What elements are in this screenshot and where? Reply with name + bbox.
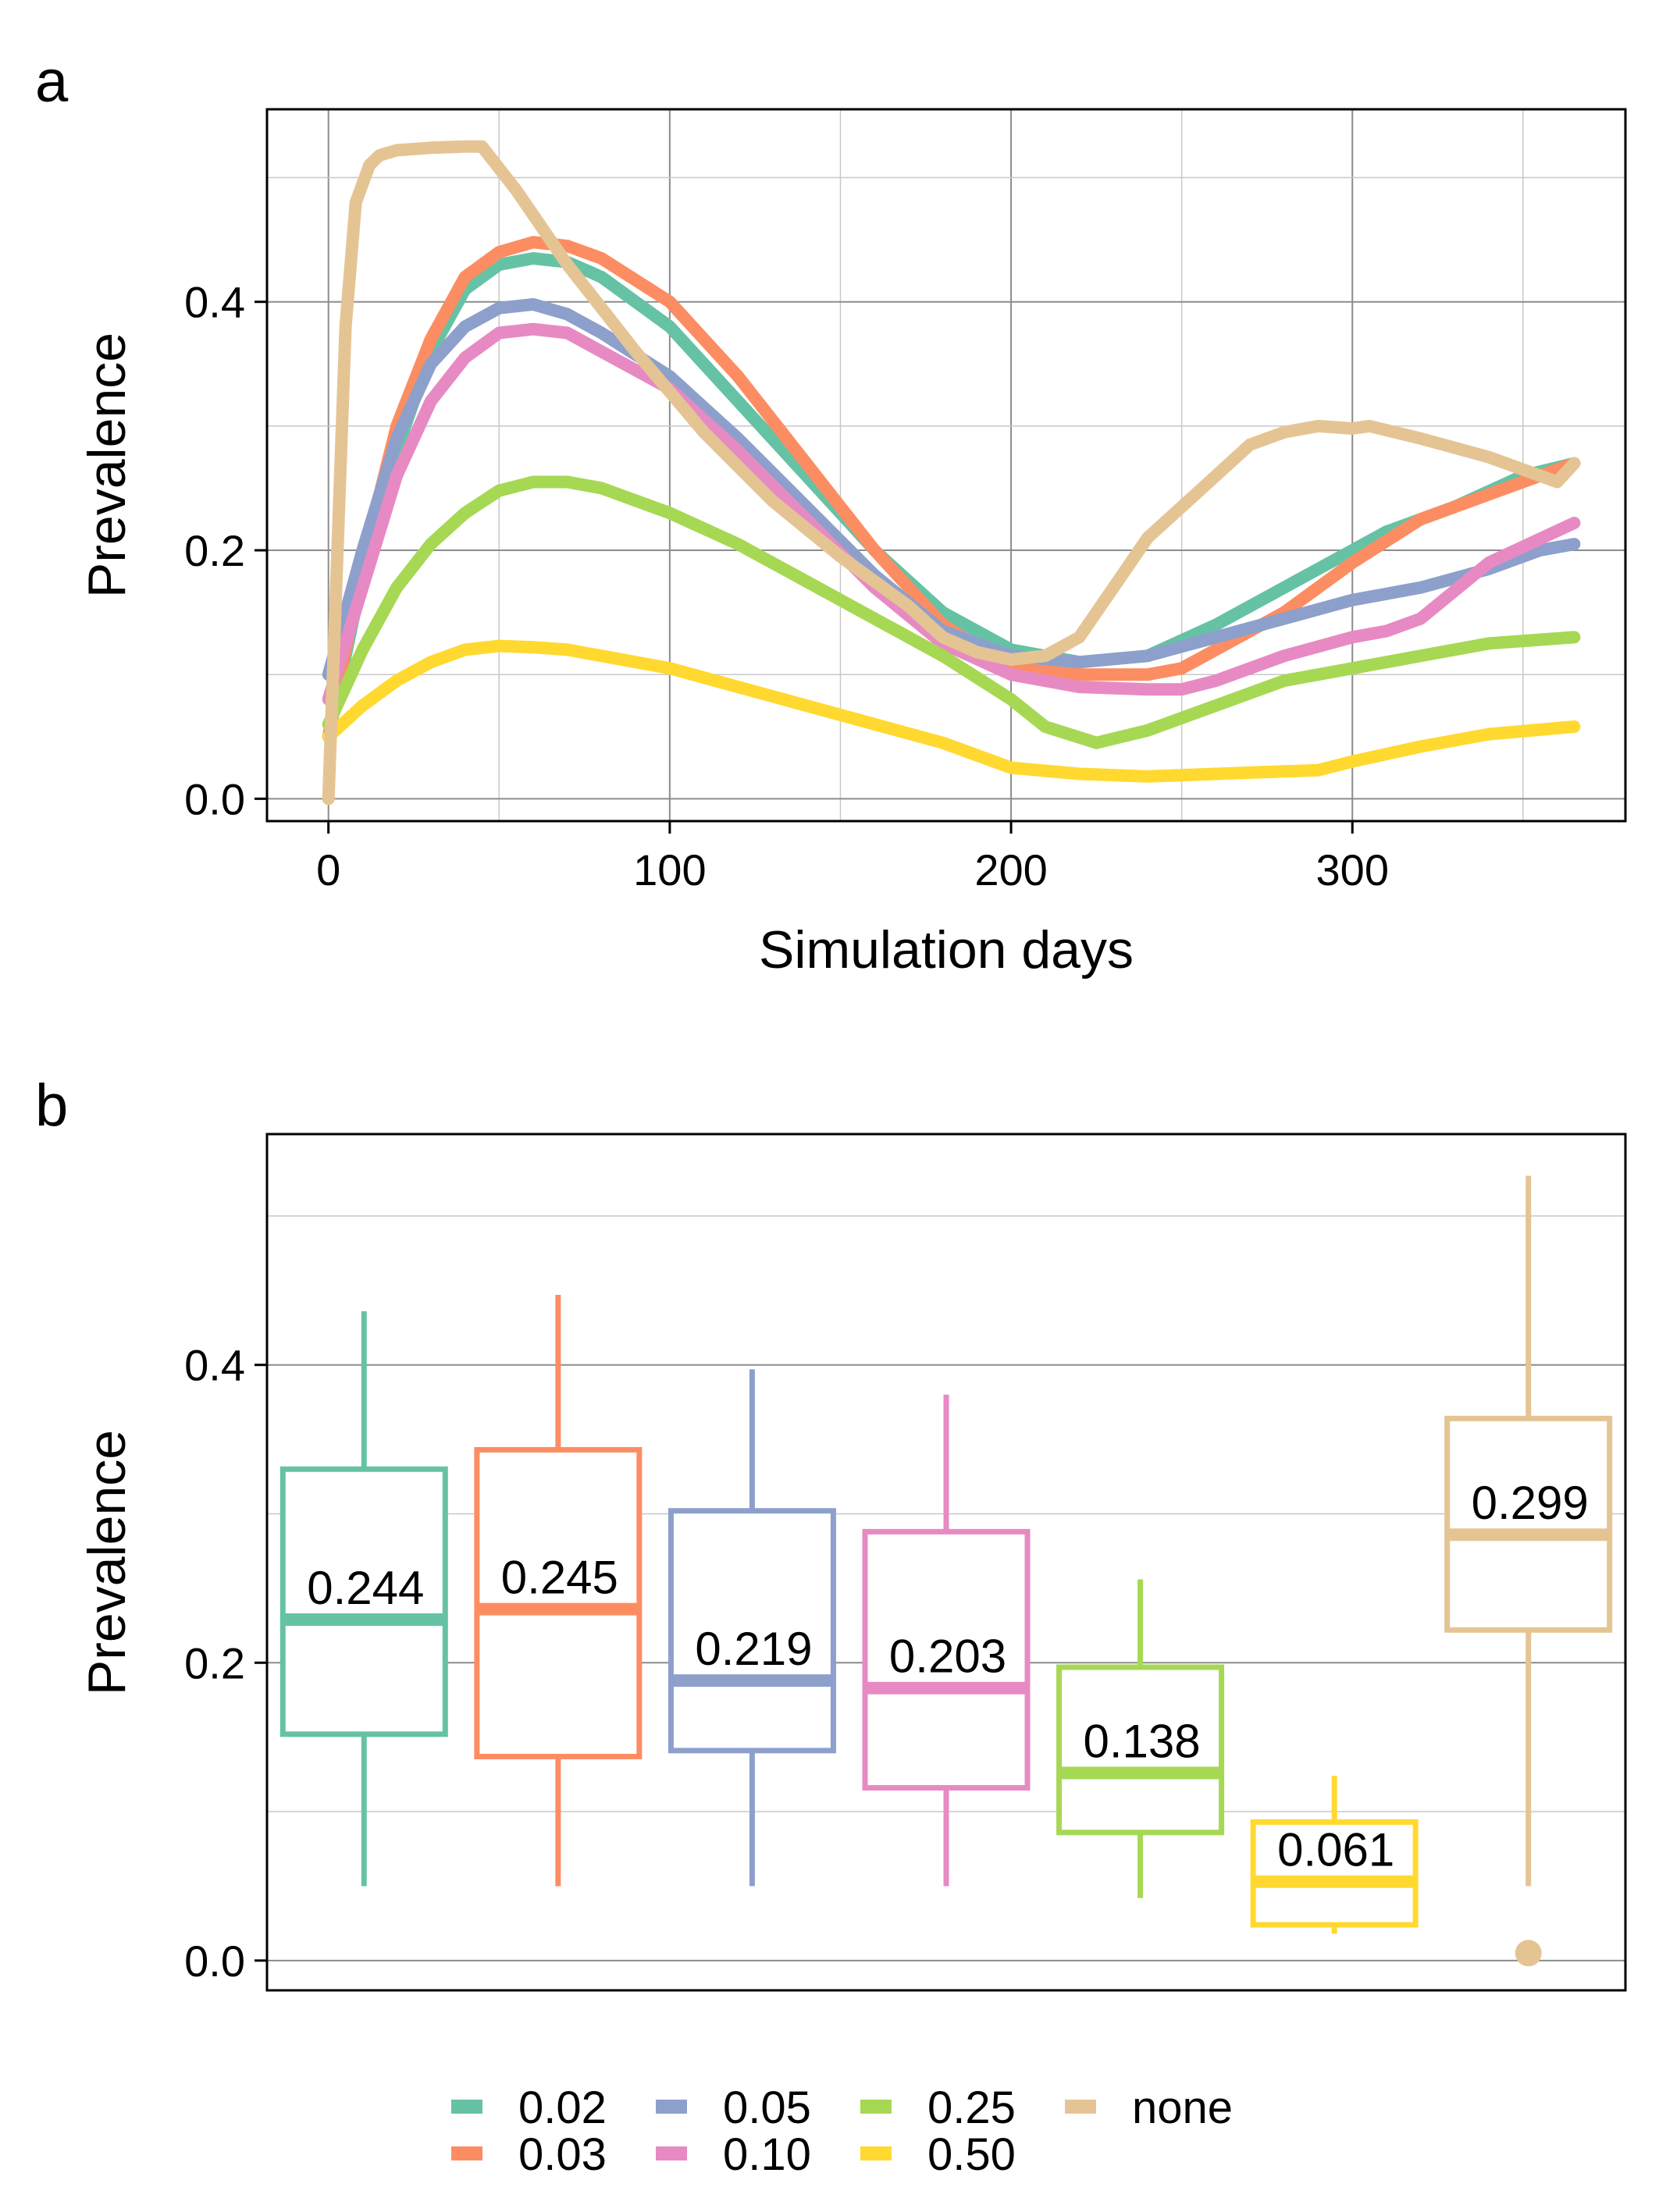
box-iqr [668, 1508, 836, 1754]
x-tick-label: 200 [974, 845, 1047, 894]
legend-label: 0.50 [927, 2129, 1016, 2180]
box-0-25: 0.138 [1056, 1579, 1225, 1898]
box-0-10: 0.203 [862, 1394, 1031, 1887]
mean-label: 0.245 [501, 1552, 618, 1604]
box-0-50: 0.061 [1250, 1776, 1419, 1934]
legend-swatch [656, 2100, 687, 2114]
mean-label: 0.244 [307, 1562, 424, 1614]
x-axis-label: Simulation days [759, 920, 1134, 980]
y-tick-label: 0.2 [184, 1638, 245, 1687]
box-iqr [862, 1528, 1031, 1791]
mean-label: 0.219 [695, 1623, 812, 1675]
legend-item-0-05: 0.05 [656, 2082, 811, 2133]
series-line-0-50 [322, 639, 1581, 783]
box-iqr [1444, 1415, 1613, 1633]
x-tick-label: 0 [316, 845, 340, 894]
series-line-0-03 [322, 236, 1581, 743]
y-tick-label: 0.0 [184, 774, 245, 823]
y-tick-label: 0.2 [184, 526, 245, 575]
y-tick-label: 0.0 [184, 1936, 245, 1986]
box-iqr [279, 1466, 448, 1737]
legend-item-0-50: 0.50 [860, 2129, 1016, 2180]
legend-swatch [860, 2100, 892, 2114]
line-chart-panel: 0 100 200 300 0.0 0.2 0.4 Simulation days Prev… [77, 108, 1627, 980]
panel-label-a: a [35, 48, 69, 115]
grid [267, 109, 1625, 821]
panel-label-b: b [35, 1072, 68, 1139]
mean-label: 0.299 [1472, 1477, 1589, 1529]
y-axis-label: Prevalence [77, 1430, 137, 1695]
plot-frame [265, 1133, 1627, 1992]
series-line-0-05 [322, 297, 1581, 681]
boxes: 0.244 0.245 0.219 0.203 0.138 0.061 0.299 [279, 1175, 1613, 1967]
box-none: 0.299 [1444, 1175, 1613, 1967]
legend-label: 0.05 [723, 2082, 811, 2133]
legend-swatch [656, 2146, 687, 2160]
legend-swatch [1065, 2100, 1096, 2114]
mean-label: 0.061 [1277, 1824, 1394, 1876]
legend-label: 0.02 [518, 2082, 607, 2133]
outlier-point [1515, 1940, 1542, 1967]
box-0-05: 0.219 [668, 1369, 836, 1887]
series-line-none [322, 140, 1581, 805]
mean-label: 0.203 [889, 1631, 1006, 1683]
legend-label: 0.10 [723, 2129, 811, 2180]
x-tick-label: 300 [1316, 845, 1389, 894]
box-0-02: 0.244 [279, 1311, 448, 1887]
y-tick-label: 0.4 [184, 278, 245, 327]
legend-label: 0.25 [927, 2082, 1016, 2133]
legend-label: none [1132, 2082, 1233, 2133]
legend: 0.020.03 0.050.10 0.250.50 none [451, 2082, 1233, 2180]
series-line-0-25 [322, 475, 1581, 749]
box-iqr [1250, 1819, 1419, 1928]
box-iqr [1056, 1664, 1225, 1836]
legend-item-0-02: 0.02 [451, 2082, 607, 2133]
legend-item-none: none [1065, 2082, 1233, 2133]
series-lines [322, 140, 1581, 805]
legend-item-0-10: 0.10 [656, 2129, 811, 2180]
legend-swatch [451, 2146, 482, 2160]
legend-label: 0.03 [518, 2129, 607, 2180]
mean-label: 0.138 [1083, 1715, 1200, 1767]
axis-ticks: 0.0 0.2 0.4 [184, 1341, 267, 1986]
legend-swatch [860, 2146, 892, 2160]
legend-swatch [451, 2100, 482, 2114]
y-axis-label: Prevalence [77, 333, 137, 598]
legend-item-0-25: 0.25 [860, 2082, 1016, 2133]
x-tick-label: 100 [633, 845, 706, 894]
box-0-03: 0.245 [474, 1295, 643, 1887]
y-tick-label: 0.4 [184, 1341, 245, 1390]
plot-frame [265, 108, 1627, 823]
axis-ticks: 0 100 200 300 0.0 0.2 0.4 [184, 278, 1389, 894]
legend-item-0-03: 0.03 [451, 2129, 607, 2180]
